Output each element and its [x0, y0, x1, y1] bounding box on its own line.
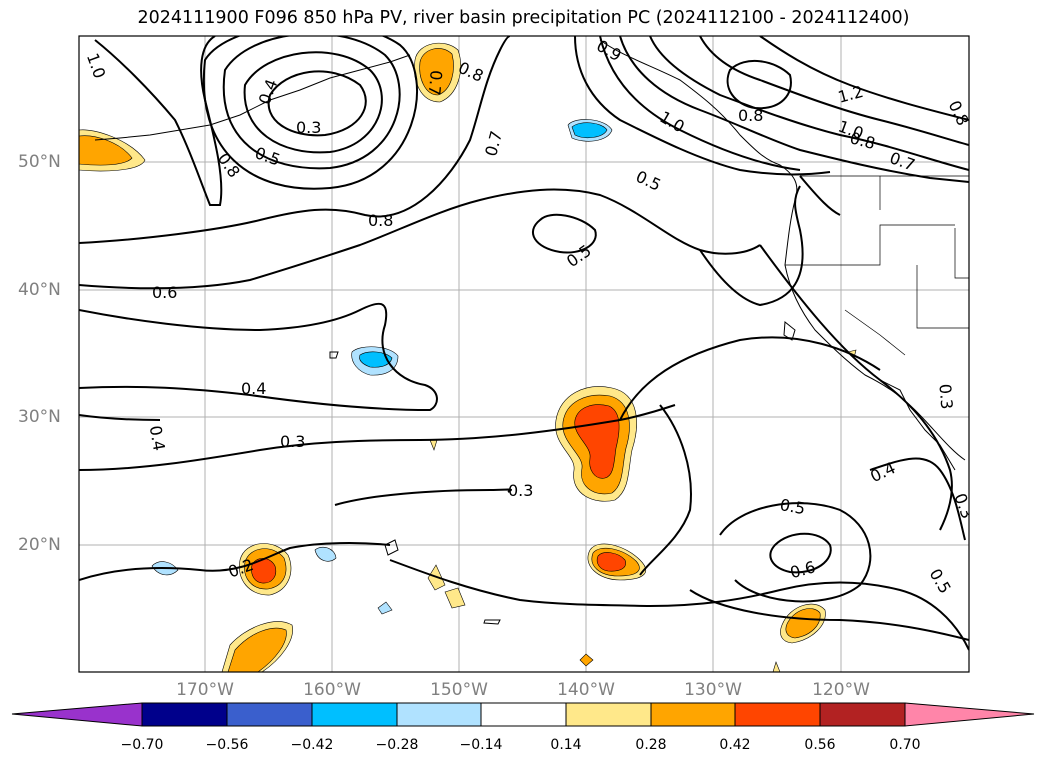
contour-label: 0.8 — [848, 128, 878, 153]
colorbar-tick: −0.70 — [120, 737, 164, 753]
colorbar-bin — [565, 702, 652, 727]
colorbar-bin — [819, 702, 906, 727]
contour-label: 1.2 — [836, 82, 866, 107]
lon-label: 120°W — [812, 680, 870, 700]
lon-label: 160°W — [303, 680, 361, 700]
lat-label: 30°N — [18, 407, 61, 427]
coastlines — [94, 39, 966, 625]
contour-label: 1.0 — [83, 50, 110, 80]
contour-05-east — [699, 185, 804, 307]
colorbar-tick: 0.42 — [719, 737, 751, 753]
colorbar-bin — [141, 702, 228, 727]
colorbar-tick: −0.56 — [205, 737, 249, 753]
colorbar-tick: 0.14 — [550, 737, 582, 753]
contour-label: 0.8 — [738, 106, 763, 125]
colorbar-tick: 0.56 — [804, 737, 836, 753]
contour-label: 0.8 — [368, 211, 393, 230]
colorbar-bin — [311, 702, 398, 727]
contour-06-left — [79, 188, 761, 290]
contour-label: 0.5 — [252, 143, 282, 170]
political-borders — [785, 175, 969, 356]
aleutian-islands — [94, 54, 411, 141]
contour-label: 0.6 — [788, 557, 818, 582]
contour-low-03 — [267, 70, 367, 137]
contour-06-se — [769, 532, 832, 574]
colorbar-tick: −0.28 — [375, 737, 419, 753]
contour-label: 0.5 — [926, 565, 955, 597]
colorbar-bin — [734, 702, 821, 727]
colorbar-tick: −0.14 — [459, 737, 503, 753]
colorbar-extend-high — [904, 702, 1035, 727]
contour-label: 0.5 — [633, 167, 664, 195]
contour-label: 0.3 — [935, 383, 956, 410]
colorbar — [11, 702, 1035, 727]
contour-label: 0.3 — [280, 432, 305, 451]
contour-label: 0.3 — [950, 491, 977, 521]
contour-label: 0.7 — [425, 69, 446, 96]
lon-label: 170°W — [176, 680, 234, 700]
map-frame — [78, 35, 970, 673]
gridlines — [79, 36, 969, 672]
lat-label: 40°N — [18, 280, 61, 300]
coastline-north-america — [599, 39, 966, 461]
lon-label: 150°W — [430, 680, 488, 700]
precip-shading — [79, 42, 857, 672]
contour-label: 0.4 — [241, 379, 266, 398]
contour-labels: 1.0 0.4 0.3 0.5 0.8 0.7 0.8 0.9 0.7 1.0 … — [83, 36, 977, 597]
contour-label: 0.3 — [508, 481, 533, 500]
colorbar-bin — [650, 702, 736, 727]
contour-label: 0.5 — [778, 495, 806, 518]
lat-label: 20°N — [18, 535, 61, 555]
colorbar-tick: 0.28 — [635, 737, 667, 753]
colorbar-bin — [226, 702, 313, 727]
contour-label: 0.3 — [296, 118, 321, 137]
lat-label: 50°N — [18, 152, 61, 172]
contour-label: 0.4 — [255, 77, 282, 107]
lon-label: 140°W — [557, 680, 615, 700]
colorbar-bin — [396, 702, 482, 727]
colorbar-bin — [480, 702, 567, 727]
pv-contours — [79, 36, 969, 651]
contour-label: 0.4 — [146, 424, 169, 452]
contour-label: 0.6 — [152, 283, 177, 302]
lon-label: 130°W — [684, 680, 742, 700]
colorbar-tick: −0.42 — [290, 737, 334, 753]
contour-label: 0.7 — [481, 129, 506, 159]
colorbar-extend-low — [11, 702, 143, 727]
contour-label: 0.9 — [593, 36, 625, 65]
map-title: 2024111900 F096 850 hPa PV, river basin … — [137, 8, 910, 28]
colorbar-tick: 0.70 — [889, 737, 921, 753]
